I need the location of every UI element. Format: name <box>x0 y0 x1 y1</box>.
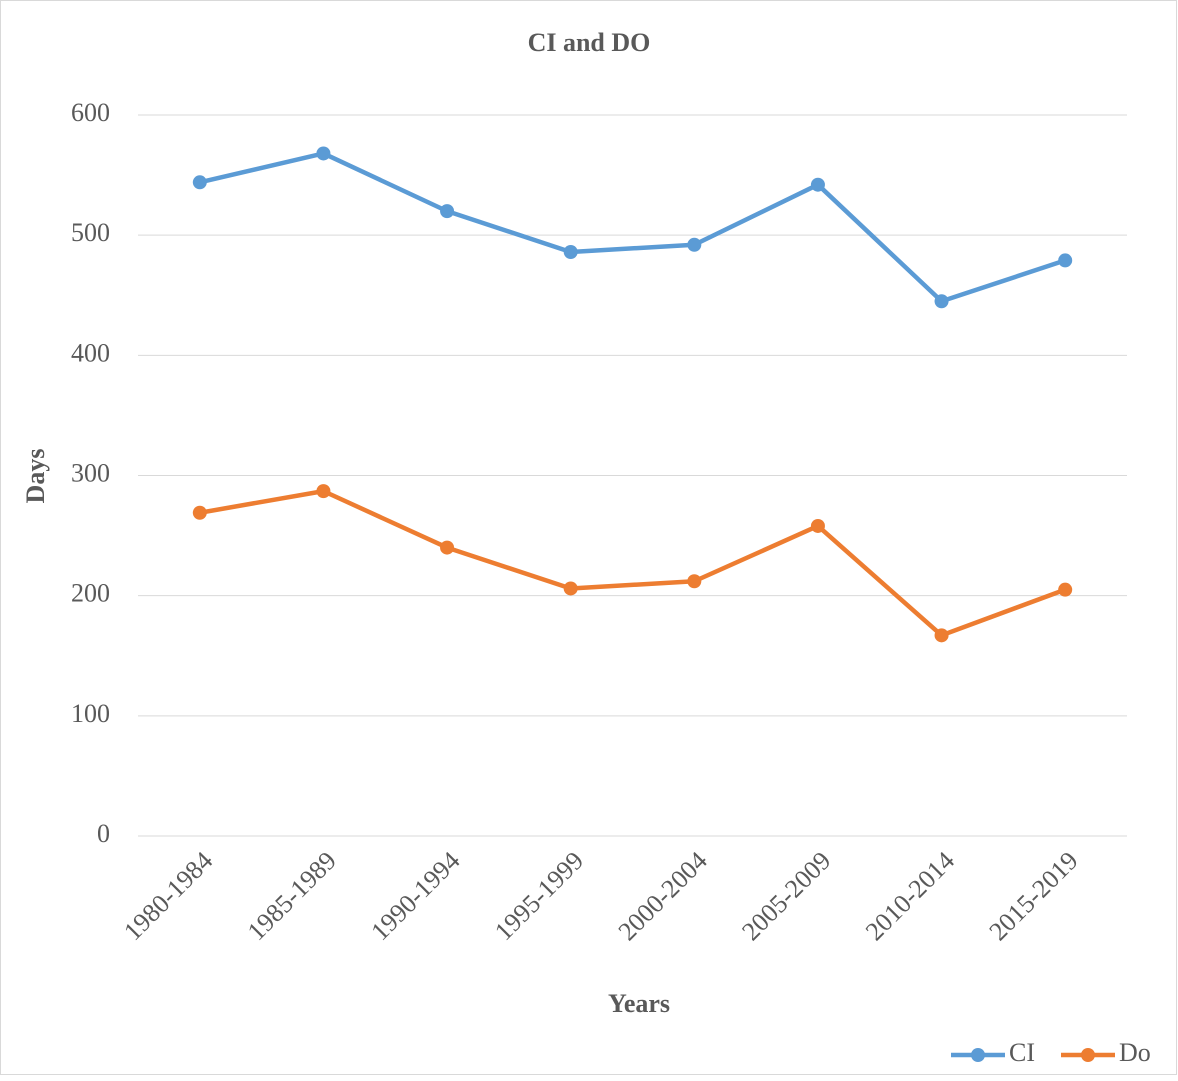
data-point <box>440 540 455 555</box>
y-tick-label: 500 <box>71 218 110 247</box>
y-tick-label: 300 <box>71 458 110 487</box>
series-line <box>199 488 1066 638</box>
data-point <box>192 175 207 190</box>
x-axis-label: Years <box>608 989 670 1018</box>
data-point <box>687 237 702 252</box>
data-point <box>316 484 331 499</box>
y-tick-label: 200 <box>71 579 110 608</box>
data-point <box>192 505 207 520</box>
data-point <box>563 581 578 596</box>
y-tick-label: 0 <box>97 819 110 848</box>
legend-marker <box>971 1048 985 1062</box>
data-point <box>1058 253 1073 268</box>
series-line <box>199 151 1066 304</box>
legend-label: CI <box>1009 1038 1035 1067</box>
data-point <box>440 204 455 219</box>
data-point <box>1058 582 1073 597</box>
data-point <box>563 244 578 259</box>
chart-title: CI and DO <box>528 28 651 57</box>
y-tick-label: 400 <box>71 338 110 367</box>
data-point <box>687 574 702 589</box>
data-point <box>810 518 825 533</box>
y-tick-label: 600 <box>71 98 110 127</box>
data-point <box>810 177 825 192</box>
data-point <box>934 628 949 643</box>
data-point <box>934 294 949 309</box>
y-tick-label: 100 <box>71 699 110 728</box>
legend-marker <box>1081 1048 1095 1062</box>
legend-label: Do <box>1119 1038 1151 1067</box>
y-axis-label: Days <box>21 449 50 504</box>
data-point <box>316 146 331 161</box>
